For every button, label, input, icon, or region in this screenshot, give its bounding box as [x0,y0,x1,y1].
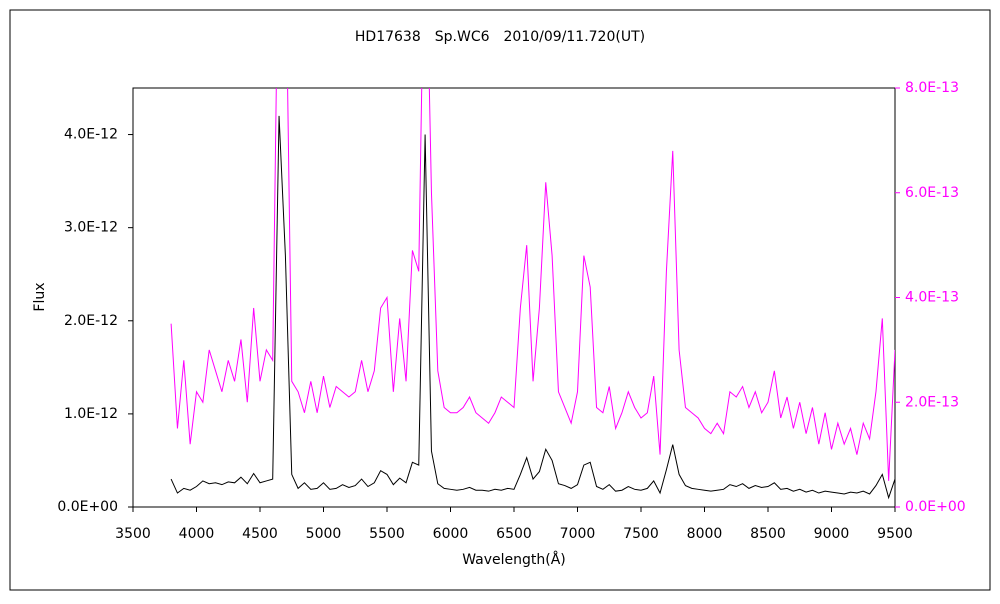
x-tick-label: 7500 [623,526,659,542]
x-tick-label: 6500 [496,526,532,542]
spectrum-line [170,115,895,500]
x-tick-label: 7000 [560,526,596,542]
chart-title: HD17638 Sp.WC6 2010/09/11.720(UT) [355,29,645,45]
y-tick-label: 4.0E-12 [64,127,118,143]
x-tick-label: 5500 [369,526,405,542]
y-tick-label: 0.0E+00 [57,499,118,515]
x-tick-label: 3500 [115,526,151,542]
y2-tick-label: 4.0E-13 [905,290,959,306]
x-tick-label: 9000 [814,526,850,542]
y-tick-label: 2.0E-12 [64,313,118,329]
y-axis-label: Flux [32,282,48,311]
x-tick-label: 4000 [179,526,215,542]
x-tick-label: 8500 [750,526,786,542]
frame [9,9,991,591]
x-tick-label: 8000 [687,526,723,542]
x-tick-label: 5000 [306,526,342,542]
x-tick-label: 9500 [877,526,913,542]
plot-lines [170,88,895,500]
y2-tick-label: 8.0E-13 [905,80,959,96]
y2-tick-label: 0.0E+00 [905,499,966,515]
y2-tick-label: 6.0E-13 [905,185,959,201]
y2-tick-label: 2.0E-13 [905,394,959,410]
y-tick-label: 1.0E-12 [64,406,118,422]
x-tick-label: 6000 [433,526,469,542]
y-tick-label: 3.0E-12 [64,220,118,236]
x-tick-label: 4500 [242,526,278,542]
x-axis-label: Wavelength(Å) [462,551,566,568]
spectrum-line [170,88,895,481]
